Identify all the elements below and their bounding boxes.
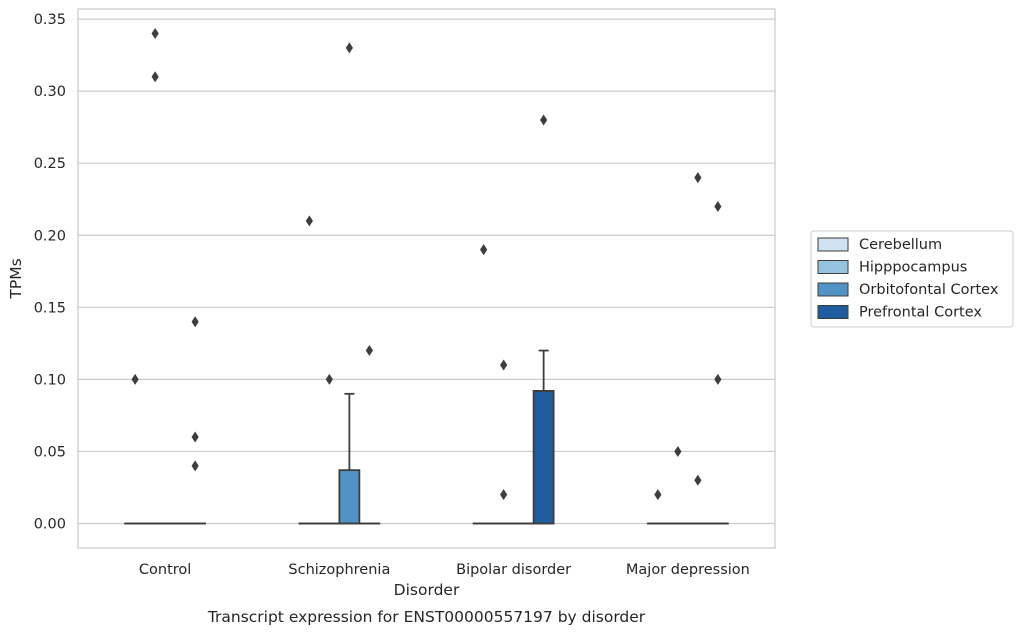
y-tick-label: 0.15: [34, 300, 66, 316]
y-tick-label: 0.35: [34, 12, 66, 28]
y-axis-title: TPMs: [7, 258, 25, 299]
x-tick-label: Schizophrenia: [288, 562, 390, 578]
legend-label: Prefrontal Cortex: [859, 305, 982, 321]
box-prefrontal-cortex: [532, 349, 555, 525]
outlier-point: [151, 71, 159, 83]
outlier-point: [345, 42, 353, 54]
y-tick-label: 0.25: [34, 156, 66, 172]
outlier-point: [151, 28, 159, 39]
y-tick-label: 0.10: [34, 372, 66, 388]
outlier-point: [480, 244, 488, 256]
outlier-point: [500, 489, 508, 501]
outlier-point: [694, 172, 702, 184]
outlier-point: [694, 474, 702, 486]
plot-area-frame: [77, 8, 776, 549]
boxes: [124, 349, 729, 525]
legend-swatch: [817, 305, 849, 319]
legend-label: Hipppocampus: [859, 260, 967, 276]
box-body: [338, 469, 361, 525]
outlier-point: [191, 460, 199, 472]
x-tick-label: Bipolar disorder: [456, 562, 571, 578]
outlier-point: [500, 359, 508, 371]
outlier-point: [714, 373, 722, 385]
outlier-point: [191, 431, 199, 443]
legend-frame: [810, 230, 1014, 328]
y-tick-label: 0.30: [34, 84, 66, 100]
legend: Cerebellum Hipppocampus Orbitofontal Corte…: [810, 230, 1014, 328]
y-tick-label: 0.05: [34, 444, 66, 460]
outlier-point: [325, 373, 333, 385]
outlier-point: [540, 114, 548, 126]
x-tick-label: Control: [139, 562, 191, 578]
y-axis-ticks: 0.00 0.05 0.10 0.15 0.20 0.25 0.30 0.35: [34, 12, 66, 532]
box-body: [532, 390, 555, 525]
outliers: [131, 28, 722, 501]
legend-swatch: [817, 260, 849, 274]
x-axis-ticks: Control Schizophrenia Bipolar disorder Majo…: [139, 562, 750, 578]
outlier-point: [191, 316, 199, 328]
outlier-point: [365, 345, 373, 357]
legend-swatch: [817, 282, 849, 297]
outlier-point: [654, 489, 662, 501]
legend-swatch: [817, 237, 849, 252]
legend-label: Orbitofontal Cortex: [859, 282, 999, 298]
chart-caption: Transcript expression for ENST0000055719…: [207, 608, 646, 626]
box-orbitofontal-cortex: [338, 392, 361, 525]
outlier-point: [131, 373, 139, 385]
y-tick-label: 0.20: [34, 228, 66, 244]
outlier-point: [714, 200, 722, 212]
outlier-point: [305, 215, 313, 227]
x-tick-label: Major depression: [626, 562, 750, 578]
x-axis-title: Disorder: [394, 581, 460, 599]
y-tick-label: 0.00: [34, 517, 66, 533]
legend-label: Cerebellum: [859, 237, 942, 253]
outlier-point: [674, 445, 682, 457]
